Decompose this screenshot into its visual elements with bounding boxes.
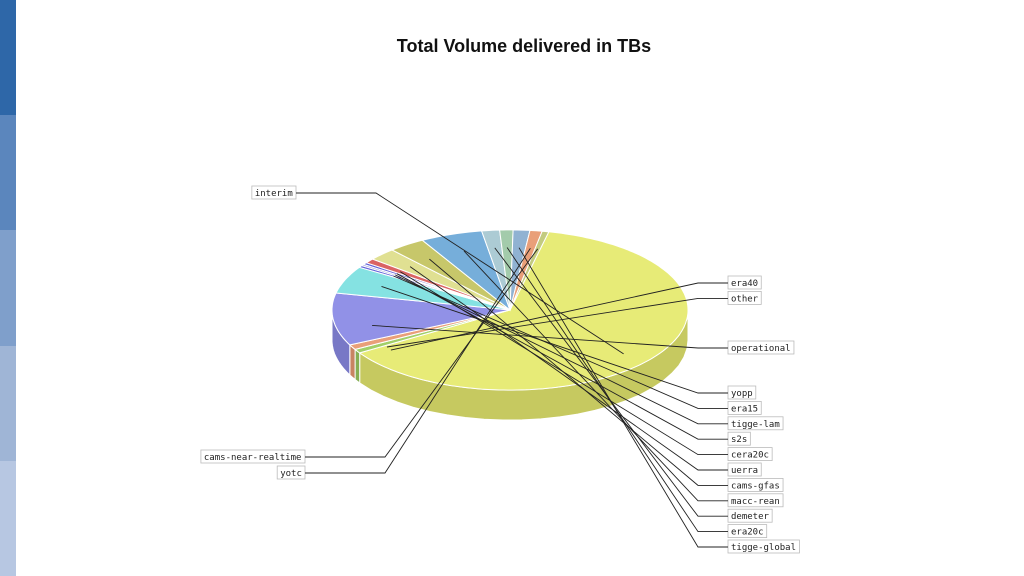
callout-label-cera20c: cera20c: [731, 451, 769, 461]
side-accent-segment: [0, 0, 16, 116]
chart-title: Total Volume delivered in TBs: [396, 36, 652, 56]
callout-label-tigge-lam: tigge-lam: [731, 420, 780, 430]
callout-line-tigge-global: [518, 247, 728, 548]
callout-line-uerra: [409, 266, 728, 471]
callout-label-yopp: yopp: [731, 389, 753, 399]
pie-slice-uerra: [371, 249, 511, 311]
callout-label-era40: era40: [731, 279, 758, 289]
side-accent-bar: [0, 0, 16, 576]
callout-label-tigge-global: tigge-global: [731, 543, 796, 553]
side-accent-segment: [0, 115, 16, 231]
callout-line-era15: [393, 275, 728, 409]
callout-box-tigge-global: [727, 539, 800, 554]
callout-box-yopp: [727, 385, 757, 400]
callout-line-tigge-lam: [395, 274, 728, 425]
callout-line-era20c: [506, 247, 728, 533]
callout-box-era40: [727, 275, 762, 290]
pie-side-era40: [354, 349, 361, 384]
callout-line-demeter: [494, 247, 728, 517]
side-accent-segment: [0, 230, 16, 346]
callout-box-macc-rean: [727, 493, 784, 508]
callout-label-s2s: s2s: [731, 435, 747, 445]
pie-slice-cams-near-realtime: [509, 230, 550, 311]
pie-slice-interim: [358, 231, 689, 391]
callout-box-era15: [727, 400, 762, 415]
side-accent-segment: [0, 345, 16, 461]
callout-label-cams-gfas: cams-gfas: [731, 481, 780, 491]
callout-line-yotc: [305, 247, 531, 474]
callout-label-demeter: demeter: [731, 512, 770, 522]
callout-box-tigge-lam: [727, 416, 784, 431]
callout-label-cams-near-realtime: cams-near-realtime: [204, 453, 302, 463]
side-accent-segment: [0, 460, 16, 576]
pie-slice-cams-gfas: [390, 239, 511, 311]
callout-line-operational: [372, 324, 728, 349]
callout-box-yotc: [276, 465, 306, 480]
callout-label-era20c: era20c: [731, 528, 764, 538]
callout-line-era40: [390, 282, 728, 351]
callout-box-interim: [251, 185, 297, 200]
callout-line-other: [386, 297, 728, 348]
callout-label-operational: operational: [731, 344, 791, 354]
callout-label-other: other: [731, 294, 759, 304]
callout-line-cera20c: [400, 271, 728, 456]
pie-side-other: [349, 343, 356, 381]
callout-line-s2s: [396, 273, 728, 440]
callout-label-era15: era15: [731, 404, 758, 414]
callout-box-operational: [727, 340, 795, 355]
callout-box-s2s: [727, 431, 751, 446]
callout-line-macc-rean: [463, 250, 728, 502]
callout-label-uerra: uerra: [731, 466, 758, 476]
pie-slice-macc-rean: [421, 230, 512, 312]
callout-box-cams-gfas: [727, 477, 784, 492]
callout-label-macc-rean: macc-rean: [731, 497, 780, 507]
callout-box-cera20c: [727, 447, 773, 462]
callout-line-cams-near-realtime: [305, 248, 539, 458]
callout-box-cams-near-realtime: [200, 449, 306, 464]
callout-box-other: [727, 290, 762, 305]
callout-box-demeter: [727, 508, 773, 523]
callout-label-interim: interim: [255, 189, 293, 199]
callout-line-yopp: [381, 285, 728, 394]
callout-line-interim: [296, 192, 624, 355]
callout-label-yotc: yotc: [280, 469, 302, 479]
callout-box-uerra: [727, 462, 762, 477]
callout-box-era20c: [727, 524, 768, 538]
callout-line-cams-gfas: [429, 258, 728, 486]
